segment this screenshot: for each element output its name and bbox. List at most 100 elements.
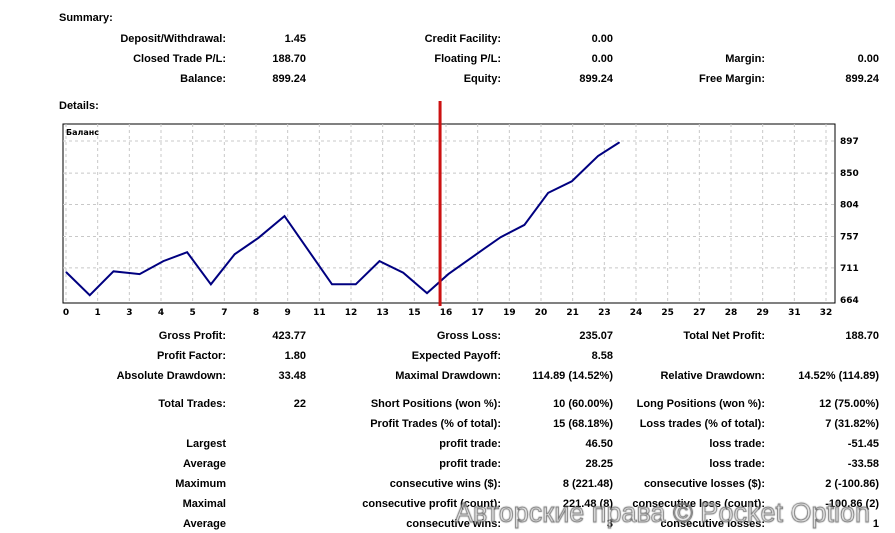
data-point bbox=[331, 283, 333, 285]
data-point bbox=[162, 260, 164, 262]
x-tick-label: 27 bbox=[693, 308, 706, 318]
x-tick-label: 23 bbox=[598, 308, 611, 318]
x-tick-label: 25 bbox=[661, 308, 674, 318]
stat-label: Maximal bbox=[182, 498, 226, 510]
x-tick-label: 15 bbox=[408, 308, 421, 318]
stat-value: 46.50 bbox=[585, 438, 613, 450]
balance-chart: 0 1 3 4 5 7 8 9 11 12 13 15 16 17 19 20 21 23 24 25 27 28 29 31… bbox=[62, 101, 859, 318]
stat-value: 33.48 bbox=[278, 370, 306, 382]
stat-label: consecutive loss (count): bbox=[632, 498, 765, 510]
stat-label: Gross Loss: bbox=[436, 330, 501, 342]
stat-label: loss trade: bbox=[709, 438, 765, 450]
data-point bbox=[500, 236, 502, 238]
stat-label: Expected Payoff: bbox=[411, 350, 501, 362]
stat-label: Maximal Drawdown: bbox=[395, 370, 501, 382]
x-tick-label: 21 bbox=[566, 308, 579, 318]
x-tick-label: 9 bbox=[285, 308, 291, 318]
stat-label: Total Net Profit: bbox=[683, 330, 765, 342]
data-point bbox=[523, 224, 525, 226]
summary-label: Margin: bbox=[725, 53, 765, 65]
summary-value: 188.70 bbox=[272, 53, 306, 65]
stat-value: 235.07 bbox=[579, 330, 613, 342]
data-point bbox=[113, 270, 114, 272]
x-tick-label: 16 bbox=[440, 308, 453, 318]
data-point bbox=[139, 273, 141, 275]
stat-value: 221.48 (8) bbox=[562, 498, 613, 510]
stat-label: Average bbox=[182, 518, 226, 530]
x-tick-label: 19 bbox=[503, 308, 516, 318]
stat-label: Total Trades: bbox=[158, 398, 226, 410]
stat-label: Short Positions (won %): bbox=[370, 398, 501, 410]
summary-value: 899.24 bbox=[579, 73, 613, 85]
data-point bbox=[426, 292, 428, 294]
stat-value: 14.52% (114.89) bbox=[798, 370, 879, 382]
summary-value: 899.24 bbox=[272, 73, 306, 85]
y-tick-label: 850 bbox=[840, 169, 859, 179]
data-point bbox=[597, 155, 599, 157]
y-tick-label: 664 bbox=[840, 296, 859, 306]
summary-label: Deposit/Withdrawal: bbox=[120, 33, 226, 45]
y-tick-label: 711 bbox=[840, 264, 859, 274]
x-tick-label: 1 bbox=[95, 308, 101, 318]
data-point bbox=[447, 273, 449, 275]
data-point bbox=[210, 283, 212, 285]
x-tick-label: 0 bbox=[63, 308, 69, 318]
summary-label: Credit Facility: bbox=[424, 33, 501, 45]
stat-label: Loss trades (% of total): bbox=[639, 418, 765, 430]
x-tick-label: 17 bbox=[471, 308, 484, 318]
stat-value: 1.80 bbox=[284, 350, 306, 362]
data-point bbox=[483, 248, 485, 250]
stat-value: -51.45 bbox=[847, 438, 879, 450]
stat-value: 15 (68.18%) bbox=[553, 418, 613, 430]
summary-label: Free Margin: bbox=[698, 73, 765, 85]
x-tick-label: 32 bbox=[820, 308, 833, 318]
data-point bbox=[89, 294, 91, 296]
stat-label: Relative Drawdown: bbox=[660, 370, 765, 382]
x-tick-label: 3 bbox=[126, 308, 132, 318]
x-tick-label: 5 bbox=[190, 308, 196, 318]
y-tick-label: 804 bbox=[840, 200, 859, 210]
x-tick-label: 4 bbox=[158, 308, 164, 318]
data-point bbox=[618, 141, 620, 143]
summary-value: 1.45 bbox=[284, 33, 306, 45]
x-tick-label: 28 bbox=[725, 308, 738, 318]
data-point bbox=[547, 192, 549, 194]
stat-value: 114.89 (14.52%) bbox=[532, 370, 613, 382]
data-point bbox=[257, 237, 259, 239]
stat-label: consecutive losses ($): bbox=[643, 478, 765, 490]
stat-label: Average bbox=[182, 458, 226, 470]
stat-value: 12 (75.00%) bbox=[819, 398, 879, 410]
stat-label: Long Positions (won %): bbox=[636, 398, 765, 410]
summary-label: Balance: bbox=[180, 73, 226, 85]
details-title: Details: bbox=[59, 100, 99, 112]
y-tick-label: 897 bbox=[840, 137, 859, 147]
x-tick-label: 13 bbox=[376, 308, 389, 318]
stat-value: 10 (60.00%) bbox=[553, 398, 613, 410]
stat-value: 22 bbox=[293, 398, 306, 410]
data-point bbox=[571, 180, 573, 182]
stat-label: consecutive losses: bbox=[660, 518, 765, 530]
stat-label: Gross Profit: bbox=[158, 330, 226, 342]
summary-value: 0.00 bbox=[857, 53, 879, 65]
data-point bbox=[402, 272, 404, 274]
summary-value: 0.00 bbox=[591, 33, 613, 45]
stat-value: 8.58 bbox=[591, 350, 613, 362]
stat-label: profit trade: bbox=[439, 438, 501, 450]
summary-value: 899.24 bbox=[845, 73, 879, 85]
plot-area bbox=[62, 123, 836, 304]
stat-value: 3 bbox=[606, 518, 613, 530]
stat-value: 188.70 bbox=[845, 330, 879, 342]
data-point bbox=[186, 251, 188, 253]
stat-label: Absolute Drawdown: bbox=[116, 370, 226, 382]
x-tick-label: 7 bbox=[221, 308, 227, 318]
stat-label: Maximum bbox=[175, 478, 226, 490]
summary-label: Floating P/L: bbox=[434, 53, 501, 65]
stat-label: Profit Trades (% of total): bbox=[370, 418, 501, 430]
summary-title: Summary: bbox=[59, 12, 113, 24]
data-point bbox=[284, 215, 285, 217]
stat-value: 7 (31.82%) bbox=[825, 418, 879, 430]
stat-value: 28.25 bbox=[585, 458, 613, 470]
x-tick-label: 8 bbox=[253, 308, 259, 318]
x-tick-label: 24 bbox=[630, 308, 643, 318]
x-tick-label: 20 bbox=[535, 308, 548, 318]
